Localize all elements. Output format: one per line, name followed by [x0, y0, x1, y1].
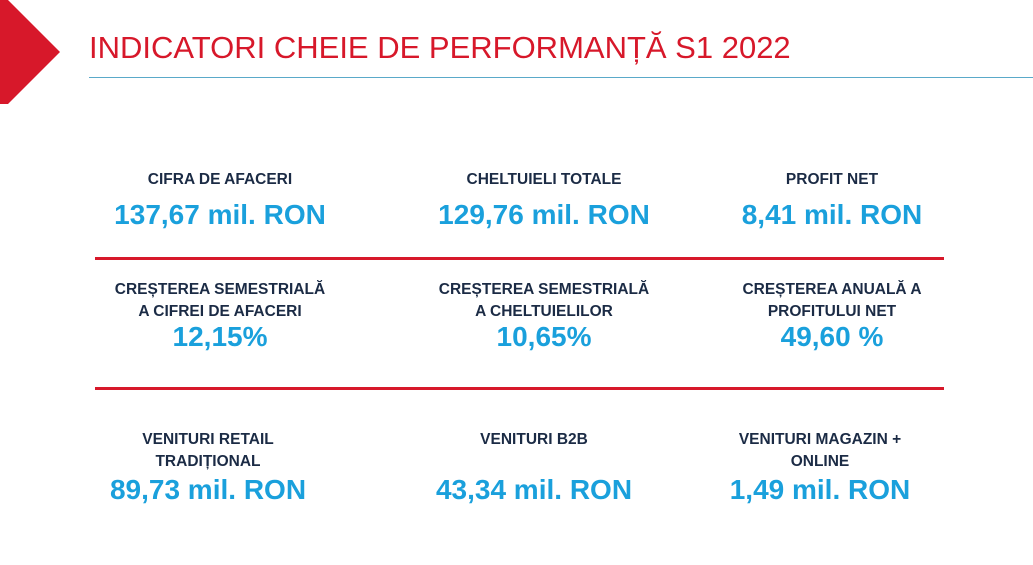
- kpi-crestere-profit-net: CREȘTEREA ANUALĂ A PROFITULUI NET 49,60 …: [725, 279, 939, 351]
- kpi-label: CIFRA DE AFACERI: [147, 171, 293, 188]
- kpi-venituri-retail: VENITURI RETAIL TRADIȚIONAL 89,73 mil. R…: [88, 429, 328, 507]
- kpi-value: 10,65%: [496, 321, 592, 352]
- row-divider: [95, 387, 944, 390]
- kpi-venituri-magazin-online: VENITURI MAGAZIN + ONLINE 1,49 mil. RON: [713, 429, 927, 507]
- kpi-crestere-cifra-afaceri: CREȘTEREA SEMESTRIALĂ A CIFREI DE AFACER…: [100, 279, 340, 351]
- kpi-value: 43,34 mil. RON: [435, 474, 633, 505]
- kpi-venituri-b2b: VENITURI B2B 43,34 mil. RON: [410, 429, 658, 507]
- row-divider: [95, 257, 944, 260]
- kpi-value: 49,60 %: [780, 321, 884, 352]
- kpi-label: VENITURI B2B: [480, 431, 588, 448]
- kpi-profit-net: PROFIT NET 8,41 mil. RON: [725, 169, 939, 232]
- kpi-label: CHELTUIELI TOTALE: [466, 171, 622, 188]
- kpi-value: 8,41 mil. RON: [741, 199, 923, 230]
- kpi-label: CREȘTEREA SEMESTRIALĂ A CHELTUIELILOR: [438, 281, 650, 320]
- kpi-cheltuieli-totale: CHELTUIELI TOTALE 129,76 mil. RON: [420, 169, 668, 232]
- kpi-label: VENITURI MAGAZIN + ONLINE: [738, 431, 902, 470]
- kpi-label: PROFIT NET: [785, 171, 879, 188]
- kpi-crestere-cheltuieli: CREȘTEREA SEMESTRIALĂ A CHELTUIELILOR 10…: [420, 279, 668, 351]
- kpi-label: CREȘTEREA ANUALĂ A PROFITULUI NET: [742, 281, 922, 320]
- kpi-label: CREȘTEREA SEMESTRIALĂ A CIFREI DE AFACER…: [114, 281, 326, 320]
- page-title: INDICATORI CHEIE DE PERFORMANȚĂ S1 2022: [89, 30, 791, 65]
- kpi-value: 129,76 mil. RON: [438, 199, 650, 230]
- kpi-value: 137,67 mil. RON: [114, 199, 326, 230]
- kpi-value: 89,73 mil. RON: [109, 474, 307, 505]
- title-underline: [89, 77, 1033, 78]
- kpi-value: 12,15%: [172, 321, 268, 352]
- kpi-cifra-de-afaceri: CIFRA DE AFACERI 137,67 mil. RON: [100, 169, 340, 232]
- kpi-value: 1,49 mil. RON: [729, 474, 911, 505]
- kpi-label: VENITURI RETAIL TRADIȚIONAL: [142, 431, 274, 470]
